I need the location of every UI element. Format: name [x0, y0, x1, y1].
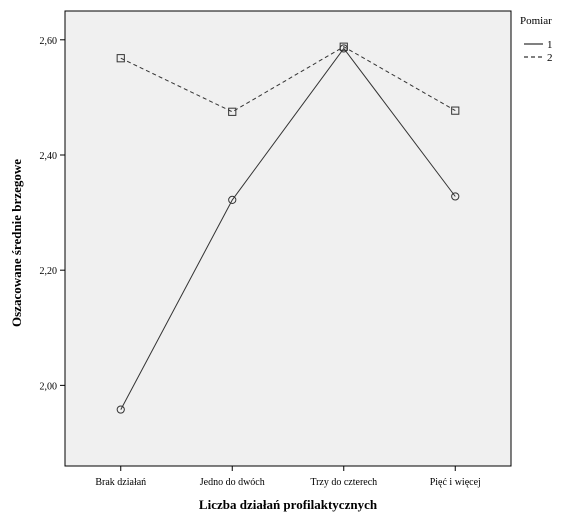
x-tick-label: Pięć i więcej [430, 477, 481, 488]
series-line-2 [120, 46, 456, 113]
data-point-series-1 [451, 192, 460, 201]
x-tick-label: Trzy do czterech [310, 477, 377, 488]
data-point-series-2 [228, 107, 237, 116]
plot-area [64, 10, 512, 467]
legend-title: Pomiar [520, 15, 552, 27]
data-point-series-1 [116, 405, 125, 414]
y-tick-label: 2,20 [40, 266, 58, 277]
series-line-1 [120, 47, 456, 410]
y-tick-label: 2,00 [40, 381, 58, 392]
data-point-series-1 [228, 195, 237, 205]
legend-label-2: 2 [547, 52, 553, 64]
legend-label-1: 1 [547, 39, 553, 51]
y-tick-label: 2,40 [40, 151, 58, 162]
y-axis: 2,00 2,20 2,40 2,60 [40, 36, 65, 392]
x-axis-title: Liczba działań profilaktycznych [199, 497, 378, 512]
x-axis: Brak działań Jedno do dwóch Trzy do cztere… [95, 466, 481, 488]
x-tick-label: Jedno do dwóch [200, 477, 265, 488]
data-point-series-2 [339, 42, 348, 51]
data-point-series-2 [116, 54, 125, 63]
y-axis-title: Oszacowane średnie brzegowe [9, 159, 24, 327]
series-layer [116, 42, 460, 414]
data-point-series-2 [451, 106, 460, 115]
y-tick-label: 2,60 [40, 36, 58, 47]
x-tick-label: Brak działań [95, 477, 146, 488]
legend: Pomiar 12 [520, 15, 553, 64]
